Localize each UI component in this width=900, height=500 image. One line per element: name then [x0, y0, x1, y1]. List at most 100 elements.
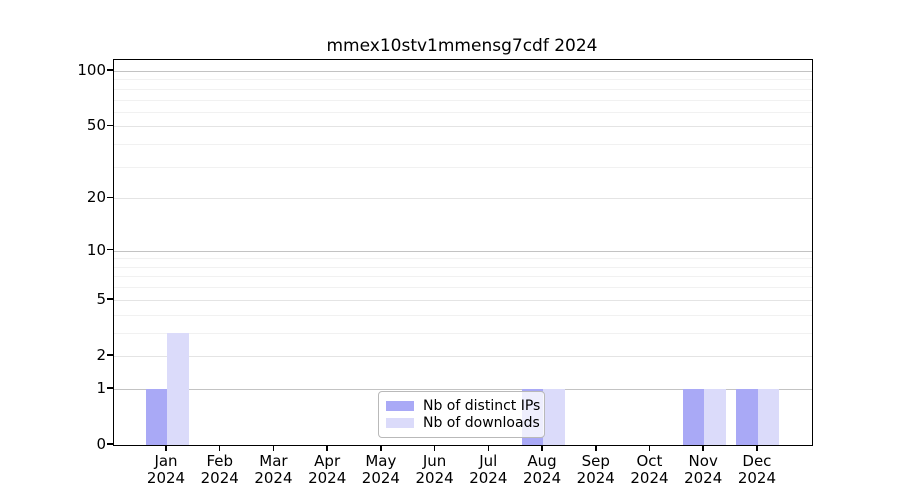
chart-title: mmex10stv1mmensg7cdf 2024 — [326, 36, 598, 56]
x-tick-mark — [272, 445, 275, 451]
x-tick-year: 2024 — [200, 469, 239, 487]
y-tick-mark — [107, 69, 113, 71]
x-tick-label-jun: Jun 2024 — [403, 453, 467, 487]
x-tick-mark — [326, 445, 328, 451]
x-tick-label-feb: Feb 2024 — [188, 453, 252, 487]
x-tick-mark — [541, 445, 543, 451]
x-tick-month: Mar — [259, 452, 288, 470]
x-tick-month: Aug — [527, 452, 557, 470]
gridline-20 — [114, 198, 812, 200]
gridline-10 — [114, 250, 812, 252]
gridline-90 — [114, 79, 812, 81]
gridline-2 — [114, 355, 812, 357]
y-tick-mark — [107, 248, 113, 251]
gridline-80 — [114, 88, 812, 90]
x-tick-mark — [595, 445, 597, 451]
x-tick-label-jan: Jan 2024 — [134, 453, 198, 487]
x-tick-label-may: May 2024 — [349, 453, 413, 487]
legend-swatch-icon — [386, 418, 414, 429]
x-tick-year: 2024 — [737, 469, 776, 487]
x-tick-year: 2024 — [146, 469, 186, 487]
bar-downloads-dec — [757, 388, 780, 445]
y-tick-label-50: 50 — [86, 116, 106, 135]
x-tick-month: Jun — [422, 452, 447, 470]
bar-downloads-jan — [167, 332, 189, 445]
chart-legend: Nb of distinct IPs Nb of downloads — [378, 391, 545, 438]
x-tick-mark — [165, 445, 167, 451]
legend-entry: Nb of distinct IPs — [386, 397, 540, 414]
x-tick-year: 2024 — [522, 469, 562, 487]
y-tick-label-5: 5 — [96, 289, 106, 308]
y-tick-mark — [107, 387, 113, 389]
x-tick-month: Nov — [688, 452, 718, 470]
gridline-4 — [114, 314, 812, 316]
y-tick-label-2: 2 — [96, 345, 106, 364]
x-tick-year: 2024 — [254, 469, 293, 487]
x-tick-month: May — [365, 452, 397, 470]
x-tick-year: 2024 — [576, 469, 615, 487]
y-tick-mark — [107, 124, 113, 127]
bar-downloads-aug — [543, 388, 565, 445]
gridline-1 — [114, 388, 812, 390]
x-tick-mark — [433, 445, 436, 451]
x-tick-month: Oct — [636, 452, 663, 470]
y-tick-label-20: 20 — [86, 188, 106, 207]
x-tick-label-sep: Sep 2024 — [564, 453, 628, 487]
x-tick-mark — [380, 445, 382, 451]
gridline-100 — [114, 71, 812, 72]
x-tick-year: 2024 — [308, 469, 347, 487]
x-tick-month: Sep — [581, 452, 610, 470]
x-tick-label-nov: Nov 2024 — [671, 453, 735, 487]
bar-ips-nov — [682, 388, 705, 445]
x-tick-month: Jan — [154, 452, 178, 470]
plot-area — [113, 59, 813, 446]
x-tick-year: 2024 — [361, 469, 400, 487]
x-tick-label-jul: Jul 2024 — [456, 453, 520, 487]
y-tick-mark — [107, 298, 113, 300]
y-tick-mark — [107, 354, 113, 356]
gridline-30 — [114, 166, 812, 168]
x-tick-month: Jul — [479, 452, 498, 470]
bar-downloads-nov — [704, 388, 726, 445]
bar-ips-jan — [145, 388, 167, 445]
x-tick-month: Feb — [206, 452, 233, 470]
bar-ips-dec — [736, 388, 758, 445]
gridline-5 — [114, 299, 812, 301]
legend-swatch-icon — [386, 400, 414, 411]
x-tick-mark — [756, 445, 758, 451]
x-tick-mark — [487, 445, 490, 451]
x-tick-label-apr: Apr 2024 — [295, 453, 359, 487]
gridline-40 — [114, 144, 812, 146]
gridline-60 — [114, 111, 812, 113]
gridline-6 — [114, 287, 812, 289]
y-tick-label-0: 0 — [96, 435, 106, 453]
gridline-7 — [114, 276, 812, 278]
x-tick-month: Apr — [314, 452, 341, 470]
gridline-70 — [114, 99, 812, 101]
x-tick-year: 2024 — [469, 469, 508, 487]
x-tick-month: Dec — [742, 452, 772, 470]
x-tick-year: 2024 — [630, 469, 669, 487]
y-tick-label-100: 100 — [77, 61, 106, 79]
y-tick-mark — [107, 443, 113, 445]
y-tick-mark — [107, 196, 113, 199]
legend-label: Nb of distinct IPs — [423, 397, 541, 414]
gridline-8 — [114, 266, 812, 268]
legend-label: Nb of downloads — [423, 415, 540, 432]
legend-entry: Nb of downloads — [386, 415, 540, 432]
x-tick-label-oct: Oct 2024 — [617, 453, 681, 487]
x-tick-label-aug: Aug 2024 — [510, 453, 574, 487]
gridline-9 — [114, 258, 812, 260]
x-tick-label-mar: Mar 2024 — [241, 453, 305, 487]
x-tick-label-dec: Dec 2024 — [725, 453, 789, 487]
y-tick-label-10: 10 — [86, 240, 106, 259]
gridline-50 — [114, 126, 812, 128]
gridline-3 — [114, 332, 812, 334]
y-tick-label-1: 1 — [96, 378, 106, 397]
x-tick-mark — [218, 445, 221, 451]
x-tick-mark — [648, 445, 651, 451]
x-tick-year: 2024 — [415, 469, 454, 487]
x-tick-year: 2024 — [684, 469, 723, 487]
x-tick-mark — [702, 445, 704, 451]
